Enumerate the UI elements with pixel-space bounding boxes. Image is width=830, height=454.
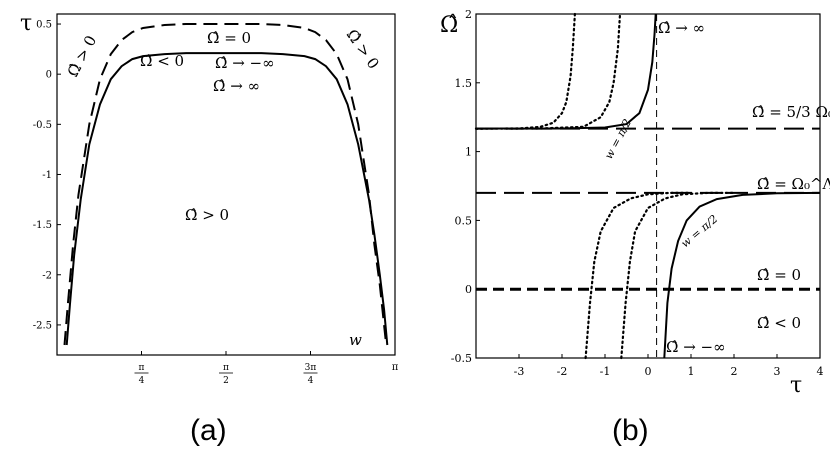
a-x-tick-label-numerator: π [139,363,145,373]
annotation-omega-positive-center: Ω̂ > 0 [185,206,229,224]
panel-a-y-axis-label: τ [20,11,32,36]
annotation-omega-negative-b: Ω̂ < 0 [757,314,801,332]
series-line-dashed [63,23,388,346]
annotation-omega-negative: Ω̂ < 0 [140,52,184,70]
series-dotted-upper [474,12,576,130]
panel-a: τ w 0.5 0 -0.5 -1 -1.5 -2 -2.5 π 4 π 2 3π 4 π Ω̂ = 0… [20,11,399,447]
curve-label-upper: w = π/2 [602,117,634,162]
panel-a-x-ticks: π 4 π 2 3π 4 π [134,351,399,386]
a-y-tick-label: 0.5 [36,20,52,31]
b-y-tick-label: 0 [465,283,472,296]
b-y-tick-label: 1.5 [455,77,473,90]
annotation-omega-to-minus-infinity: Ω̂ → −∞ [215,54,275,72]
b-y-tick-label: 2 [465,8,472,21]
b-x-tick-label: -1 [600,365,611,378]
a-x-tick-label-numerator: π [223,363,229,373]
annotation-omega-to-minus-infinity-b: Ω̂ → −∞ [666,338,726,356]
series-dotted-upper [474,12,622,130]
b-x-tick-label: 3 [774,365,781,378]
panel-b-y-axis-label: Ω̂ [440,13,458,38]
panel-b-x-ticks: -3 -2 -1 0 1 2 3 4 [514,354,824,378]
panel-b-y-ticks: -0.5 0 0.5 1 1.5 2 [451,8,480,365]
b-y-tick-label: -0.5 [451,352,472,365]
a-x-tick-label-numerator: 3π [305,363,317,373]
annotation-omega-zero: Ω̂ = 0 [207,29,251,47]
b-x-tick-label: 2 [731,365,738,378]
annotation-omega-to-infinity: Ω̂ → ∞ [213,77,260,95]
panel-a-y-ticks: 0.5 0 -0.5 -1 -1.5 -2 -2.5 [33,20,61,331]
ref-label-omega-zero: Ω̂ = 0 [757,266,801,284]
a-y-tick-label: -1 [42,170,52,181]
b-x-tick-label: 4 [817,365,824,378]
b-x-tick-label: 1 [688,365,695,378]
ref-label-five-thirds: Ω̂ = 5/3 Ω₀^Λ [752,103,830,121]
a-x-tick-label-denominator: 4 [139,376,145,386]
b-x-tick-label: 0 [645,365,652,378]
ref-label-omega-lambda: Ω̂ = Ω₀^Λ [757,175,830,193]
a-y-tick-label: 0 [46,70,52,81]
panel-b-series [474,12,821,360]
panel-a-caption: (a) [190,414,227,447]
series-dotted-lower [620,191,736,360]
series-solid-lower [663,191,821,359]
series-line-solid [65,52,389,346]
a-x-tick-label-denominator: 2 [223,376,229,386]
b-x-tick-label: -2 [557,365,568,378]
annotation-omega-positive-right: Ω̂ > 0 [343,26,383,72]
b-x-tick-label: -3 [514,365,525,378]
a-x-tick-label: π [392,362,399,373]
a-y-tick-label: -1.5 [33,220,52,231]
panel-b-x-axis-label: τ [790,373,802,398]
a-y-tick-label: -0.5 [33,120,52,131]
panel-b: Ω̂ τ -0.5 0 0.5 1 1.5 2 -3 -2 -1 0 1 2 3 4 Ω̂ → ∞ Ω̂… [440,8,830,447]
panel-a-series [63,23,389,346]
a-y-tick-label: -2 [42,270,52,281]
series-solid-upper [475,13,657,130]
annotation-omega-to-infinity-b: Ω̂ → ∞ [658,19,705,37]
b-y-tick-label: 0.5 [455,214,473,227]
a-x-tick-label-denominator: 4 [308,376,314,386]
panel-a-x-axis-label: w [349,331,362,349]
a-y-tick-label: -2.5 [33,320,52,331]
annotation-omega-positive-left: Ω̂ > 0 [64,32,101,79]
panel-b-caption: (b) [612,414,649,447]
curve-label-lower: w = π/2 [679,212,721,250]
series-dotted-lower [584,191,693,360]
b-y-tick-label: 1 [465,146,472,159]
